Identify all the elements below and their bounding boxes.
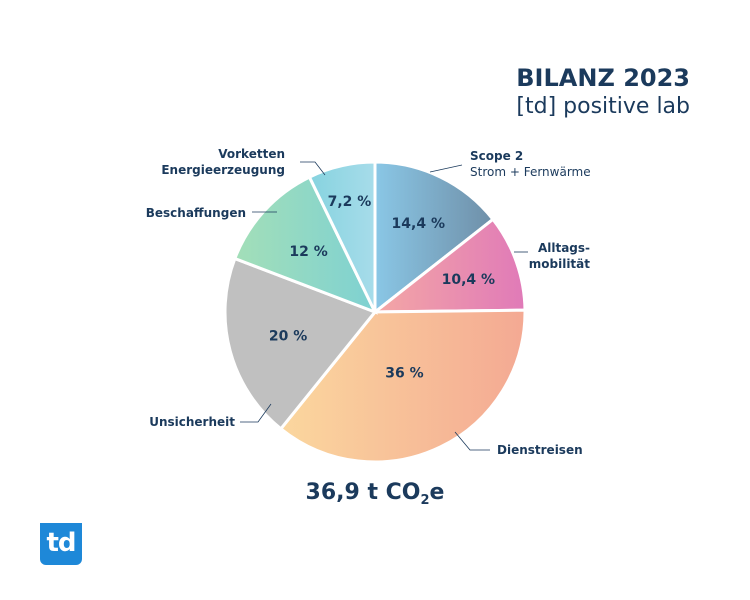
- pie-slice: [232, 175, 379, 315]
- leader-line: [300, 161, 326, 176]
- leader-line: [454, 431, 490, 451]
- pie-slice: [307, 160, 377, 313]
- pie-slice: [223, 256, 378, 431]
- total-value: 36,9 t CO: [305, 480, 421, 505]
- chart-subtitle: [td] positive lab: [516, 94, 690, 119]
- pie-slice: [373, 160, 496, 316]
- slice-value-label: 12 %: [289, 244, 327, 260]
- slice-value-label: 7,2 %: [328, 194, 372, 210]
- title-block: BILANZ 2023 [td] positive lab: [516, 64, 690, 122]
- slice-value-label: 36 %: [385, 366, 423, 382]
- slice-category-label: Alltags-: [538, 241, 590, 255]
- slice-category-label: mobilität: [529, 257, 591, 271]
- total-suffix: e: [429, 480, 445, 505]
- td-logo: td: [40, 523, 82, 565]
- slice-category-label: Unsicherheit: [149, 415, 235, 429]
- slice-value-label: 10,4 %: [442, 272, 495, 288]
- total-subscript: 2: [420, 493, 430, 508]
- leader-line: [240, 403, 272, 423]
- slice-category-label: Beschaffungen: [146, 206, 246, 220]
- slice-category-label: Energieerzeugung: [161, 163, 285, 177]
- pie-slice: [278, 308, 527, 464]
- pie-slice: [370, 217, 527, 314]
- slice-value-label: 14,4 %: [392, 216, 445, 232]
- total-emissions: 36,9 t CO2e: [0, 480, 750, 508]
- leader-line: [429, 164, 463, 173]
- slice-category-sublabel: Strom + Fernwärme: [470, 165, 591, 179]
- slice-category-label: Vorketten: [218, 147, 285, 161]
- chart-title: BILANZ 2023: [516, 64, 690, 92]
- slice-category-label: Scope 2: [470, 149, 523, 163]
- slice-category-label: Dienstreisen: [497, 443, 583, 457]
- slice-value-label: 20 %: [269, 328, 307, 344]
